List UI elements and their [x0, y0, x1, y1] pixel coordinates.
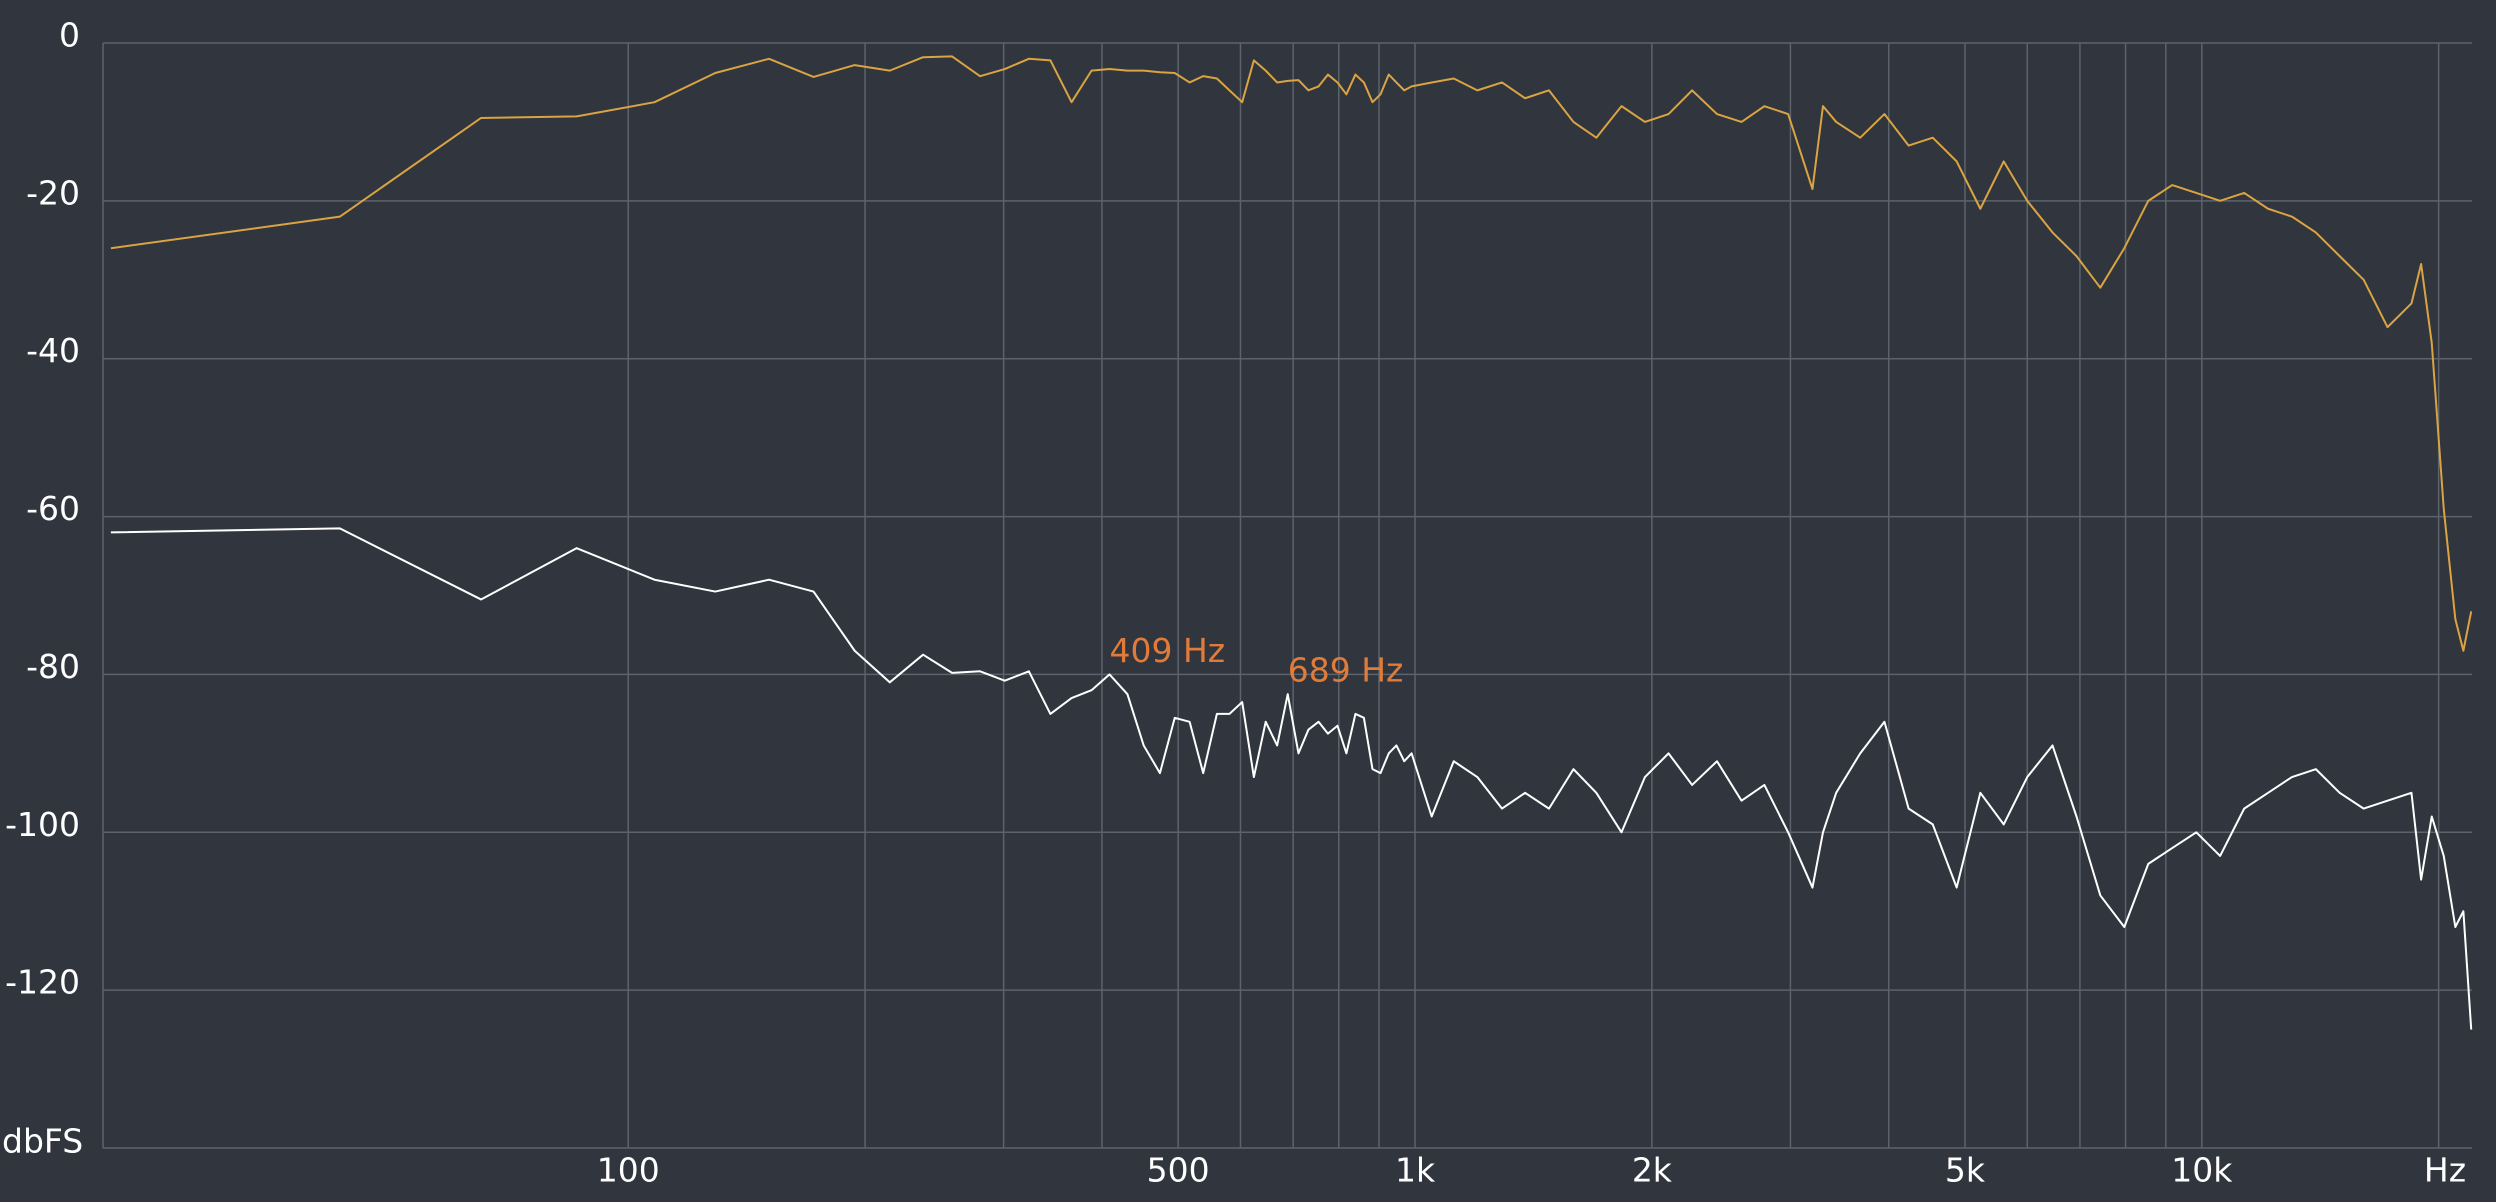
x-axis-label: Hz [2424, 1151, 2466, 1190]
y-tick-label: -20 [26, 173, 80, 212]
y-tick-label: -80 [26, 647, 80, 686]
series-line [110, 55, 2473, 652]
y-tick-label: -40 [26, 331, 80, 370]
y-tick-label: -120 [5, 963, 80, 1002]
annotation: 689 Hz [1288, 651, 1404, 690]
x-tick-label: 10k [2171, 1151, 2233, 1190]
x-tick-label: 500 [1147, 1151, 1210, 1190]
y-tick-label: -100 [5, 805, 80, 844]
y-tick-label: 0 [59, 16, 80, 55]
x-tick-label: 100 [597, 1151, 660, 1190]
x-tick-label: 2k [1632, 1151, 1673, 1190]
x-tick-label: 5k [1945, 1151, 1986, 1190]
y-tick-label: -60 [26, 489, 80, 528]
x-tick-label: 1k [1395, 1151, 1436, 1190]
annotation: 409 Hz [1110, 631, 1226, 670]
series-line [110, 527, 2473, 1030]
y-axis-label: dbFS [2, 1122, 83, 1161]
